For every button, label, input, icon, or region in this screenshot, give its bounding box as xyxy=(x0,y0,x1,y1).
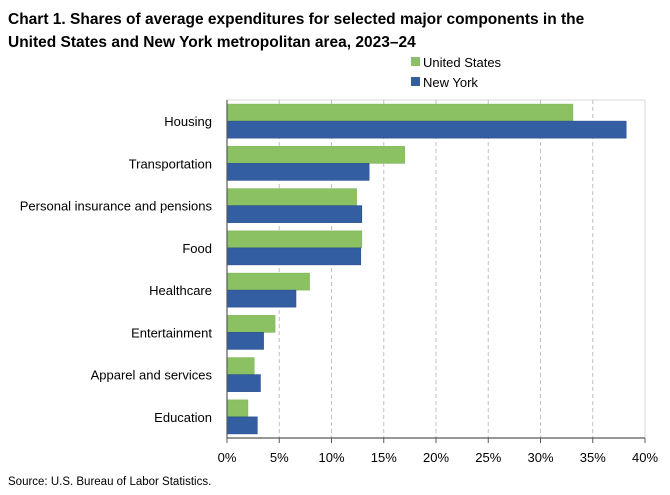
x-tick-label: 25% xyxy=(475,450,501,465)
bar-new-york xyxy=(226,120,627,139)
bar-united-states xyxy=(226,188,357,206)
bars xyxy=(226,103,627,435)
bar-new-york xyxy=(226,416,258,435)
x-tick-label: 40% xyxy=(632,450,658,465)
bar-new-york xyxy=(226,247,362,266)
bar-united-states xyxy=(226,272,310,291)
category-label: Apparel and services xyxy=(91,368,213,383)
x-tick-label: 35% xyxy=(580,450,606,465)
bar-new-york xyxy=(226,332,264,350)
x-tick-label: 30% xyxy=(527,450,553,465)
category-label: Education xyxy=(154,410,212,425)
bar-united-states xyxy=(226,230,363,249)
bar-united-states xyxy=(226,146,405,164)
axes: 0% 5% 10% 15% 20% 25% 30% 35% 40% Housing Transpor… xyxy=(20,100,658,465)
chart-title-line-2: United States and New York metropolitan … xyxy=(8,34,416,51)
category-label: Healthcare xyxy=(149,283,212,298)
legend-label: New York xyxy=(423,75,478,90)
bar-united-states xyxy=(226,315,276,333)
legend: United States New York xyxy=(411,55,502,90)
legend-label: United States xyxy=(423,55,502,70)
chart-title-line-1: Chart 1. Shares of average expenditures … xyxy=(8,11,585,28)
bar-new-york xyxy=(226,374,261,392)
bar-new-york xyxy=(226,289,297,308)
bar-new-york xyxy=(226,163,370,181)
x-tick-label: 20% xyxy=(423,450,449,465)
x-tick-label: 0% xyxy=(218,450,237,465)
x-tick-label: 15% xyxy=(371,450,397,465)
category-label: Transportation xyxy=(129,156,212,171)
bar-united-states xyxy=(226,357,255,375)
category-label: Entertainment xyxy=(131,325,212,340)
x-tick-label: 5% xyxy=(270,450,289,465)
x-tick-label: 10% xyxy=(318,450,344,465)
legend-swatch xyxy=(411,77,420,86)
category-label: Housing xyxy=(164,114,212,129)
bar-united-states xyxy=(226,399,249,418)
bar-new-york xyxy=(226,205,363,223)
legend-swatch xyxy=(411,57,420,66)
category-label: Food xyxy=(182,241,212,256)
source-note: Source: U.S. Bureau of Labor Statistics. xyxy=(8,476,211,488)
category-label: Personal insurance and pensions xyxy=(20,199,213,214)
bar-united-states xyxy=(226,103,574,122)
